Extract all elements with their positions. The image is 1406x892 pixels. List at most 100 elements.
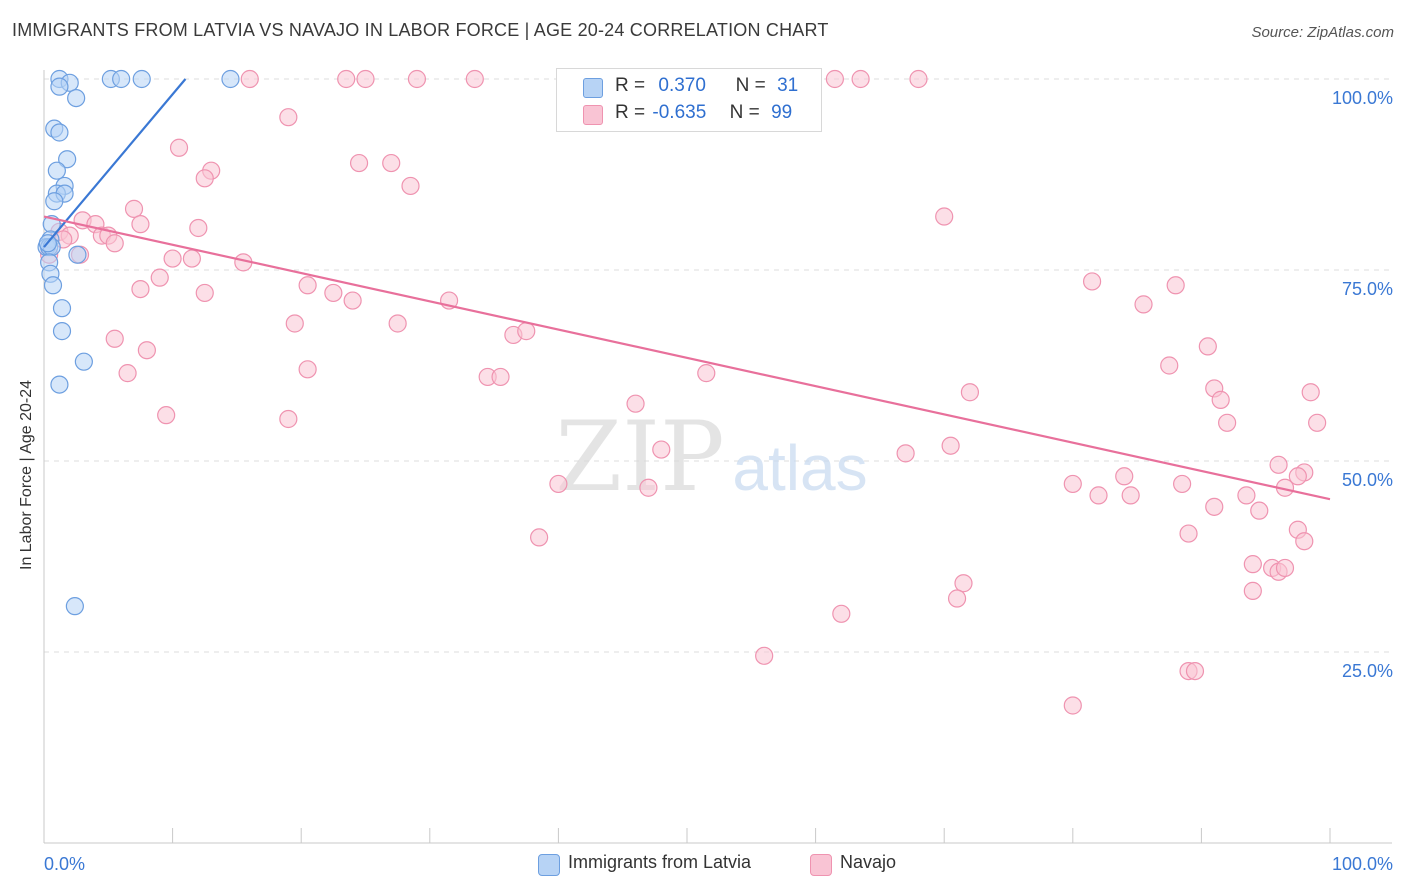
- navajo-points: [40, 69, 1327, 715]
- navajo-point-68: [1308, 413, 1327, 432]
- navajo-point-93: [832, 604, 851, 623]
- navajo-point-21: [189, 218, 208, 238]
- navajo-point-34: [131, 280, 150, 299]
- navajo-point-71: [639, 478, 658, 497]
- navajo-point-8: [909, 69, 928, 89]
- legend-swatch-latvia: [583, 78, 603, 98]
- latvia-point-9: [50, 123, 69, 142]
- navajo-point-0: [240, 69, 259, 89]
- navajo-point-72: [1063, 474, 1082, 494]
- legend-label-navajo: Navajo: [840, 852, 897, 872]
- navajo-point-59: [1166, 276, 1185, 295]
- latvia-points: [37, 69, 240, 616]
- navajo-point-63: [1211, 390, 1230, 409]
- legend-swatch-latvia: [538, 854, 560, 876]
- navajo-point-43: [517, 322, 536, 341]
- navajo-point-85: [1179, 524, 1198, 543]
- tick-labels: 25.0% 50.0% 75.0% 100.0% 0.0% 100.0%: [44, 88, 1393, 874]
- navajo-point-53: [626, 394, 645, 413]
- navajo-point-14: [195, 169, 214, 188]
- latvia-point-24: [43, 276, 63, 295]
- navajo-point-75: [1121, 486, 1140, 505]
- navajo-point-77: [1205, 497, 1224, 516]
- navajo-point-2: [356, 69, 375, 89]
- legend-r-value-navajo: -0.635: [652, 102, 707, 123]
- latvia-point-21: [68, 245, 87, 264]
- navajo-point-81: [1288, 467, 1307, 486]
- navajo-point-4: [465, 69, 484, 89]
- latvia-point-29: [65, 597, 84, 616]
- navajo-point-6: [825, 69, 844, 89]
- legend-r-label: R =: [615, 102, 646, 123]
- navajo-point-89: [1275, 558, 1295, 578]
- latvia-point-2: [112, 69, 131, 89]
- navajo-point-40: [388, 314, 407, 333]
- navajo-point-49: [491, 367, 510, 387]
- navajo-point-61: [1198, 337, 1217, 356]
- navajo-point-15: [401, 176, 420, 196]
- legend-swatch-navajo: [810, 854, 832, 876]
- navajo-point-33: [150, 268, 169, 287]
- latvia-point-3: [132, 69, 151, 89]
- latvia-point-10: [58, 150, 77, 169]
- latvia-point-28: [50, 375, 69, 394]
- navajo-point-41: [285, 314, 304, 333]
- navajo-point-35: [195, 283, 214, 303]
- navajo-point-69: [941, 436, 960, 455]
- navajo-point-73: [1089, 486, 1108, 505]
- y-tick-label-100: 100.0%: [1332, 88, 1393, 108]
- latvia-point-11: [47, 161, 66, 180]
- grid-lines: [44, 78, 1392, 653]
- navajo-point-78: [1237, 486, 1256, 505]
- navajo-point-65: [1269, 455, 1288, 474]
- legend-label-latvia: Immigrants from Latvia: [568, 852, 752, 872]
- navajo-point-56: [960, 383, 980, 402]
- navajo-point-96: [1185, 661, 1205, 681]
- navajo-point-10: [169, 138, 189, 157]
- navajo-point-84: [530, 528, 549, 547]
- navajo-point-12: [382, 153, 401, 173]
- navajo-point-54: [652, 440, 671, 459]
- navajo-point-36: [298, 276, 317, 295]
- latvia-trend-line: [43, 78, 187, 248]
- y-axis-label: In Labor Force | Age 20-24: [18, 379, 35, 570]
- y-tick-label-25: 25.0%: [1342, 661, 1393, 681]
- watermark-zip: ZIP: [555, 401, 724, 513]
- legend-n-label: N =: [729, 102, 760, 123]
- navajo-point-3: [407, 69, 427, 89]
- navajo-point-37: [324, 283, 343, 303]
- legend-r-label: R =: [615, 75, 646, 96]
- legend-n-label: N =: [735, 75, 766, 96]
- legend-n-value-navajo: 99: [771, 102, 793, 123]
- navajo-point-57: [1082, 272, 1102, 291]
- navajo-point-20: [131, 215, 150, 234]
- latvia-point-25: [52, 299, 72, 318]
- latvia-point-15: [45, 192, 64, 211]
- navajo-point-67: [1301, 383, 1320, 402]
- source-label: Source: ZipAtlas.com: [1251, 24, 1394, 41]
- x-tick-label-min: 0.0%: [44, 854, 85, 874]
- y-tick-label-50: 50.0%: [1342, 470, 1393, 490]
- navajo-point-94: [755, 646, 774, 665]
- navajo-point-16: [935, 207, 954, 226]
- series-legend: Immigrants from Latvia Navajo: [0, 852, 1406, 878]
- navajo-point-27: [105, 234, 124, 253]
- navajo-trend-line: [43, 215, 1331, 501]
- legend-r-value-latvia: 0.370: [658, 75, 706, 96]
- navajo-point-7: [851, 69, 870, 89]
- navajo-point-97: [1063, 696, 1082, 715]
- chart-title: IMMIGRANTS FROM LATVIA VS NAVAJO IN LABO…: [12, 20, 829, 40]
- navajo-point-74: [1115, 467, 1134, 486]
- navajo-point-50: [697, 364, 716, 383]
- navajo-point-46: [118, 364, 137, 383]
- navajo-point-51: [157, 406, 176, 425]
- correlation-legend: R = 0.370 N = 31 R = -0.635 N = 99: [556, 68, 822, 132]
- navajo-point-92: [947, 589, 967, 608]
- navajo-point-60: [1160, 356, 1179, 375]
- latvia-point-6: [50, 77, 69, 96]
- navajo-point-79: [1250, 501, 1269, 520]
- navajo-point-64: [1218, 413, 1237, 432]
- latvia-point-4: [221, 69, 240, 89]
- navajo-point-38: [343, 291, 362, 310]
